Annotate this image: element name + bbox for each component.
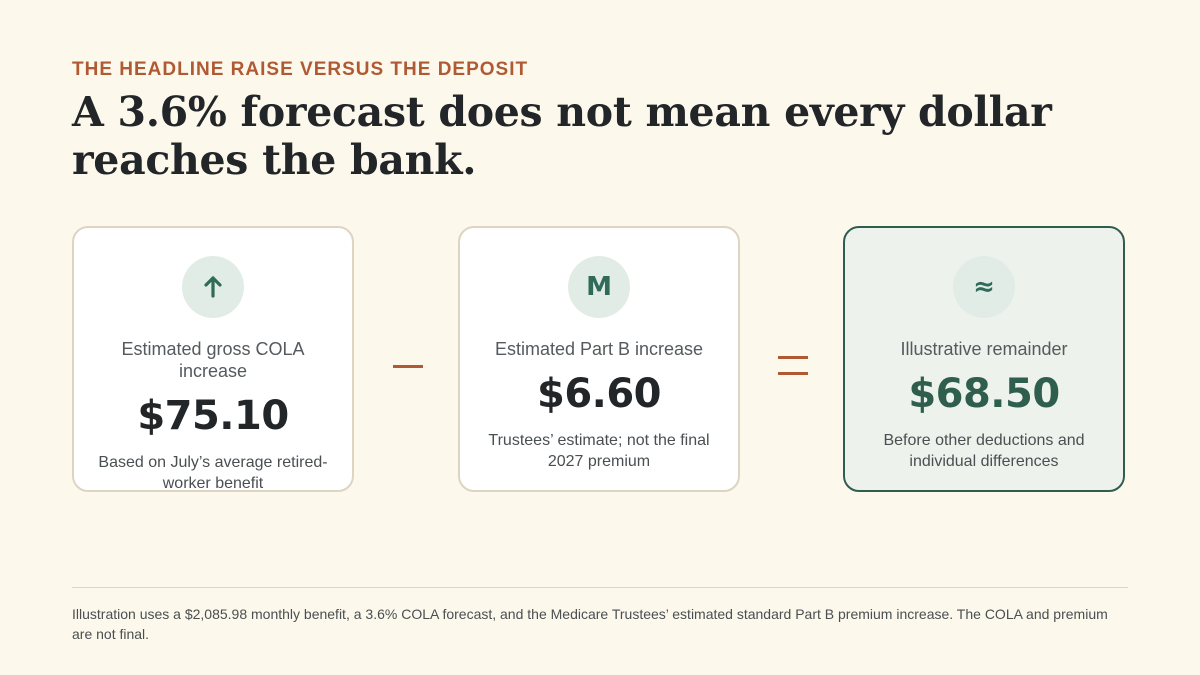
- arrow-up-icon: [182, 256, 244, 318]
- minus-sign: [388, 342, 428, 382]
- remainder-card: ≈ Illustrative remainder $68.50 Before o…: [843, 226, 1125, 492]
- gross-cola-card: Estimated gross COLA increase $75.10 Bas…: [72, 226, 354, 492]
- footnote-divider: [72, 587, 1128, 588]
- card-content: Illustrative remainder $68.50 Before oth…: [865, 338, 1103, 472]
- equals-sign: [773, 342, 813, 382]
- approximately-icon: ≈: [953, 256, 1015, 318]
- card-value: $6.60: [536, 371, 662, 417]
- card-label: Estimated gross COLA increase: [121, 339, 305, 381]
- card-note: Based on July’s average retired-worker b…: [98, 454, 328, 492]
- card-note: Trustees’ estimate; not the final 2027 p…: [488, 432, 710, 470]
- card-note: Before other deductions and individual d…: [883, 432, 1085, 470]
- card-value: $68.50: [908, 371, 1060, 417]
- card-content: Estimated Part B increase $6.60 Trustees…: [480, 338, 718, 472]
- page-title: A 3.6% forecast does not mean every doll…: [72, 88, 1052, 184]
- footnote: Illustration uses a $2,085.98 monthly be…: [72, 606, 1108, 642]
- card-label: Illustrative remainder: [900, 339, 1068, 359]
- medicare-m-icon: M: [568, 256, 630, 318]
- eyebrow-kicker: THE HEADLINE RAISE VERSUS THE DEPOSIT: [72, 59, 529, 80]
- card-label: Estimated Part B increase: [494, 339, 704, 359]
- part-b-card: M Estimated Part B increase $6.60 Truste…: [458, 226, 740, 492]
- card-content: Estimated gross COLA increase $75.10 Bas…: [94, 338, 332, 494]
- card-value: $75.10: [137, 393, 289, 439]
